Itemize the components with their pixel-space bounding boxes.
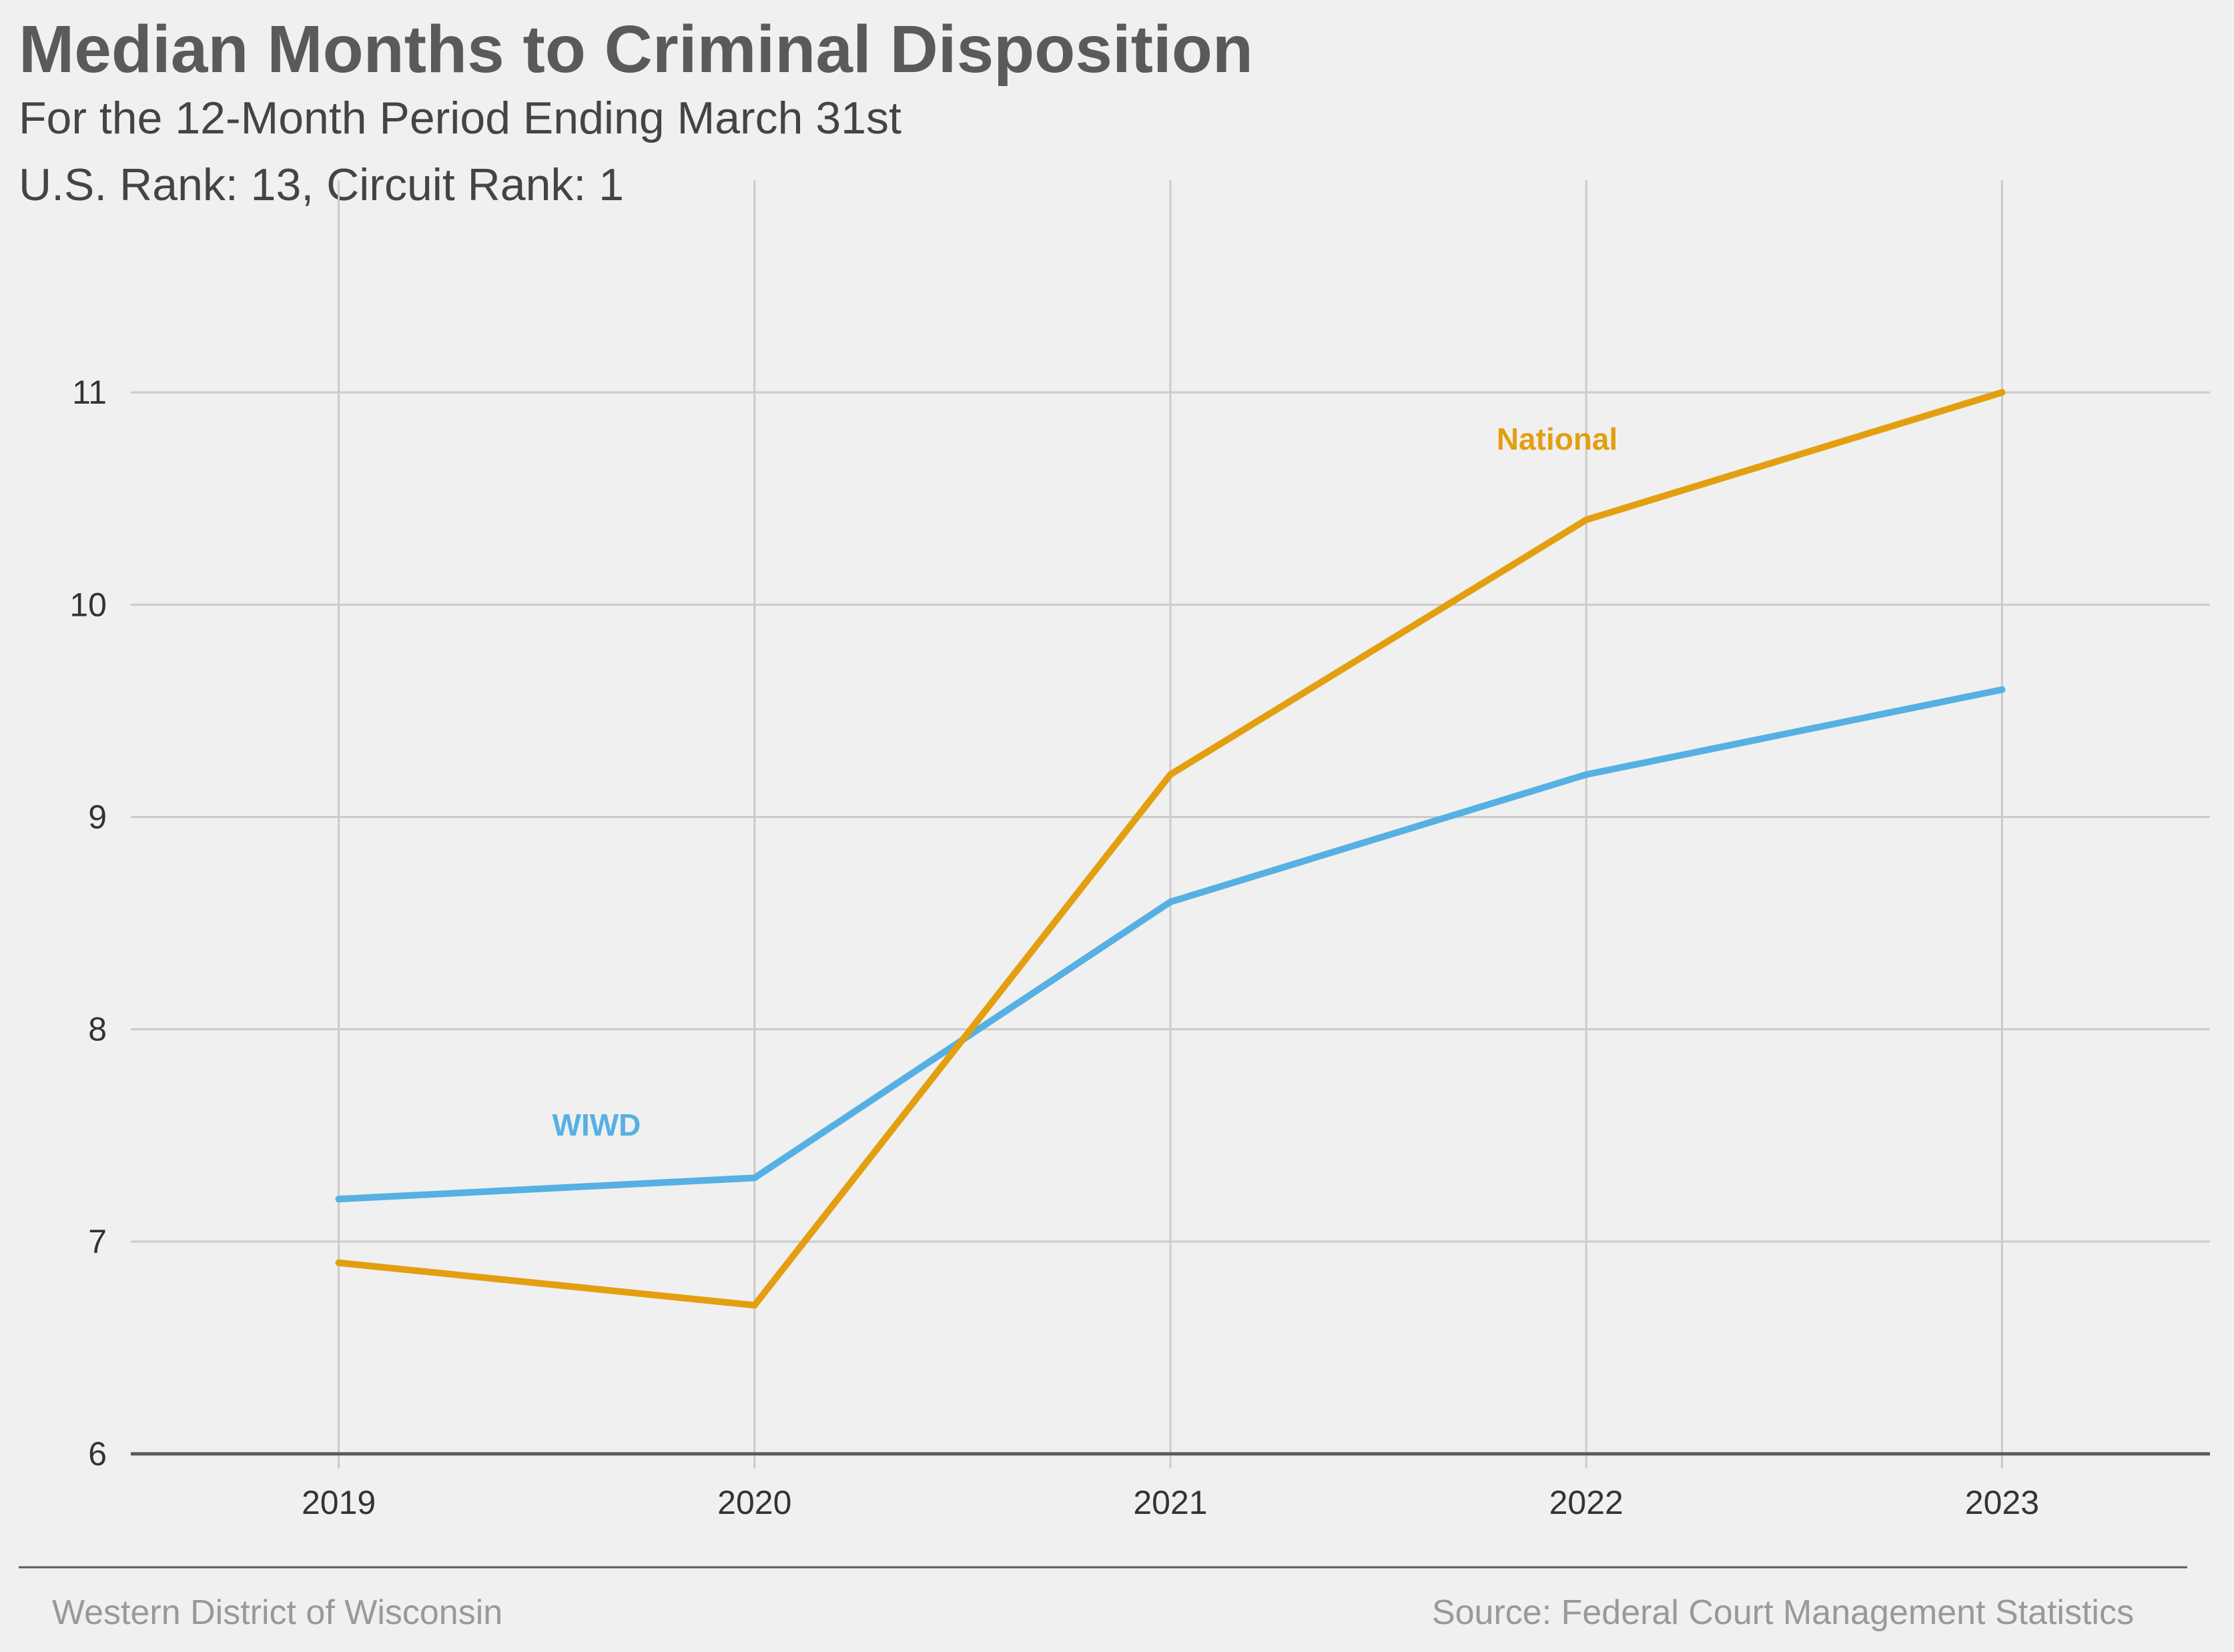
series-label-wiwd: WIWD [552,1108,641,1142]
x-tick-label: 2023 [1965,1484,2039,1521]
grid [131,180,2210,1469]
y-tick-label: 11 [72,374,107,411]
x-tick-label: 2019 [302,1484,376,1521]
y-tick-label: 6 [88,1435,107,1473]
data-point-wiwd [1167,898,1174,905]
data-point-wiwd [1583,771,1590,778]
chart-title: Median Months to Criminal Disposition [19,12,1253,87]
footer-source: Source: Federal Court Management Statist… [1432,1593,2134,1632]
data-point-national [335,1259,342,1266]
y-tick-label: 8 [88,1011,107,1048]
y-tick-label: 7 [88,1223,107,1260]
footer-district: Western District of Wisconsin [52,1593,502,1632]
x-tick-label: 2020 [717,1484,791,1521]
chart-subtitle-period: For the 12-Month Period Ending March 31s… [19,93,901,143]
data-point-national [1583,516,1590,524]
data-point-national [1167,771,1174,778]
x-tick-label: 2021 [1133,1484,1207,1521]
x-tick-label: 2022 [1549,1484,1623,1521]
series [335,389,2006,1309]
data-point-national [751,1302,758,1309]
series-label-national: National [1497,422,1617,456]
series-labels: WIWD National [552,422,1618,1142]
y-axis-ticks: 6 7 8 9 10 11 [69,374,107,1473]
x-axis-ticks: 2019 2020 2021 2022 2023 [302,1484,2039,1521]
data-point-wiwd [1998,686,2006,693]
data-point-wiwd [335,1196,342,1203]
data-point-wiwd [751,1174,758,1182]
y-tick-label: 9 [88,799,107,836]
y-tick-label: 10 [69,586,107,623]
data-point-national [1998,389,2006,396]
chart-subtitle-rank: U.S. Rank: 13, Circuit Rank: 1 [19,159,624,210]
